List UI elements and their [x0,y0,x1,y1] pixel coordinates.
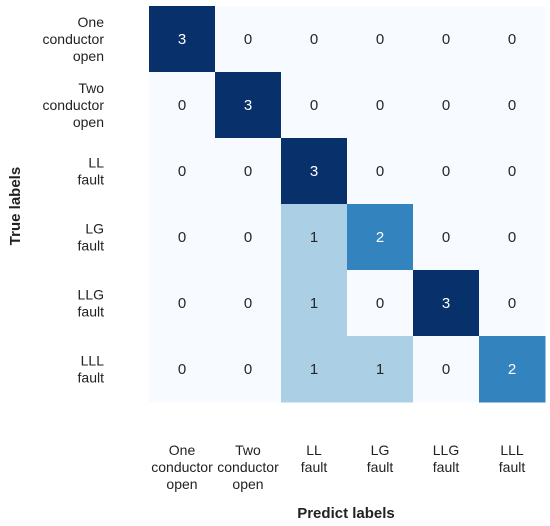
heatmap-cell [215,204,282,271]
heatmap-cell [149,138,216,205]
cell-value-label: 1 [376,361,384,378]
x-tick-label: LL fault [301,442,328,475]
cell-value-label: 0 [442,31,450,48]
cell-value-label: 3 [310,163,318,180]
heatmap-cell [347,204,414,271]
heatmap-cell [281,336,348,403]
heatmap-cell [479,336,546,403]
cell-value-label: 0 [508,163,516,180]
cell-value-label: 0 [244,295,252,312]
x-tick-label: LLL fault [499,442,526,475]
heatmap-cell [215,138,282,205]
cell-value-label: 0 [508,295,516,312]
cell-value-label: 1 [310,229,318,246]
heatmap-cell [479,72,546,139]
heatmap-cell [149,336,216,403]
cell-value-label: 0 [376,163,384,180]
y-tick-label: LLL fault [78,353,105,386]
heatmap-cell [413,138,480,205]
heatmap-cell [281,138,348,205]
heatmap-cell [215,72,282,139]
heatmap-cell [347,72,414,139]
heatmap-cell [281,204,348,271]
cell-value-label: 1 [310,295,318,312]
cell-value-label: 0 [178,163,186,180]
heatmap-cell [149,204,216,271]
heatmap-cells [149,6,546,403]
heatmap-cell [413,6,480,73]
heatmap-cell [479,6,546,73]
y-tick-label: LLG fault [78,287,105,320]
cell-value-label: 0 [178,97,186,114]
y-tick-label: Two conductor open [43,80,105,130]
heatmap-cell [215,6,282,73]
heatmap-cell [347,270,414,337]
heatmap-cell [413,270,480,337]
heatmap-cell [479,138,546,205]
cell-value-label: 2 [508,361,516,378]
cell-value-label: 3 [178,31,186,48]
heatmap-cell [281,270,348,337]
cell-value-label: 0 [508,97,516,114]
heatmap-cell [149,270,216,337]
cell-value-label: 3 [244,97,252,114]
heatmap-cell [281,6,348,73]
y-axis-label: True labels [7,167,24,245]
cell-value-label: 2 [376,229,384,246]
cell-value-label: 0 [376,97,384,114]
y-tick-labels: One conductor open Two conductor open LL fault L… [43,14,105,386]
heatmap-cell [347,6,414,73]
heatmap-cell [347,138,414,205]
cell-value-label: 3 [442,295,450,312]
heatmap-cell [479,270,546,337]
cell-value-label: 0 [244,361,252,378]
cell-value-label: 0 [178,295,186,312]
cell-value-label: 0 [244,31,252,48]
y-tick-label: LL fault [78,155,105,188]
heatmap-cell [413,72,480,139]
cell-value-label: 1 [310,361,318,378]
heatmap-cell [149,72,216,139]
cell-value-label: 0 [244,163,252,180]
heatmap-cell [347,336,414,403]
heatmap-cell [413,204,480,271]
x-tick-label: LG fault [367,442,394,475]
cell-value-label: 0 [376,31,384,48]
cell-value-label: 0 [310,97,318,114]
cell-value-label: 0 [508,229,516,246]
cell-value-label: 0 [376,295,384,312]
cell-value-label: 0 [244,229,252,246]
cell-value-label: 0 [442,163,450,180]
heatmap-cell [479,204,546,271]
cell-value-label: 0 [178,229,186,246]
y-tick-label: LG fault [78,221,105,254]
x-tick-label: LLG fault [433,442,460,475]
cell-value-label: 0 [442,229,450,246]
heatmap-cell [215,270,282,337]
cell-value-label: 0 [442,361,450,378]
cell-value-label: 0 [178,361,186,378]
cell-value-label: 0 [508,31,516,48]
heatmap-cell [215,336,282,403]
heatmap-cell [281,72,348,139]
cell-value-label: 0 [310,31,318,48]
cell-value-label: 0 [442,97,450,114]
heatmap-cell [149,6,216,73]
x-axis-label: Predict labels [297,505,395,522]
x-tick-label: Two conductor open [217,442,279,492]
heatmap-cell-values: 3 0 0 0 0 0 0 3 0 0 0 0 0 0 3 0 0 0 0 0 1 2 0 0 0 0 1 0 3 0 0 0 1 1 0 2 [178,31,516,378]
y-tick-label: One conductor open [43,14,105,64]
x-tick-label: One conductor open [151,442,213,492]
heatmap-cell [413,336,480,403]
